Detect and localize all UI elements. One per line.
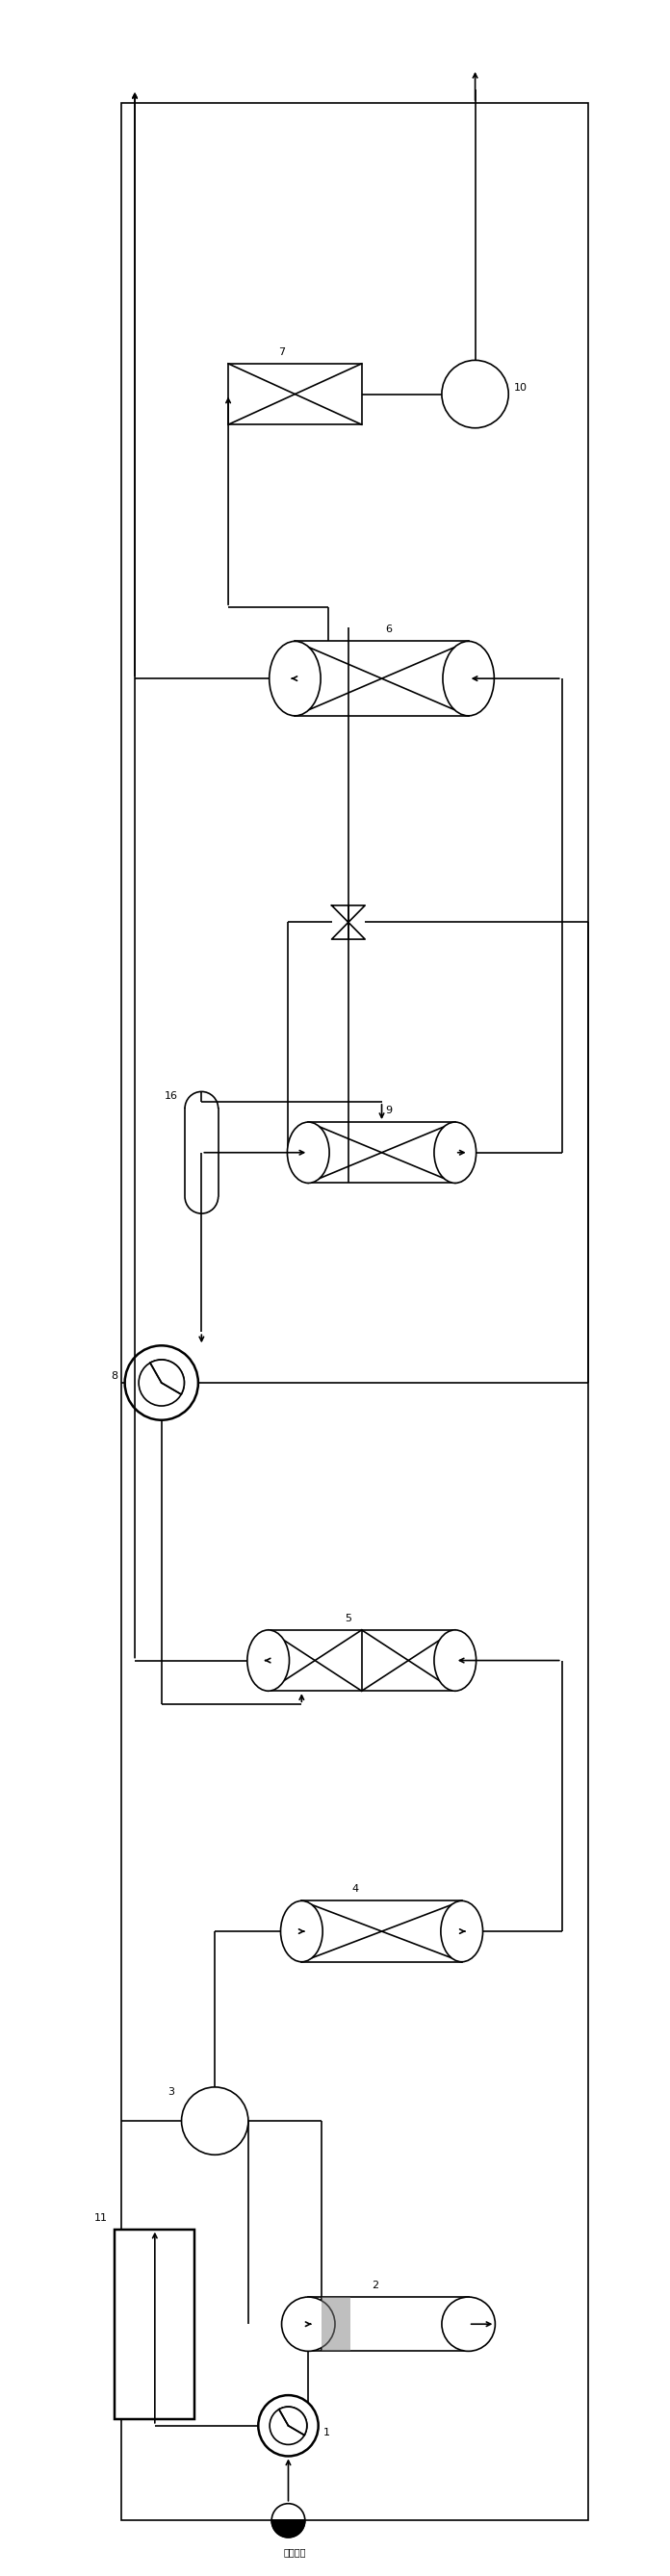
- Text: 1: 1: [324, 2427, 330, 2437]
- Text: 糟合废气: 糟合废气: [283, 2548, 306, 2558]
- Text: 9: 9: [385, 1105, 392, 1115]
- Wedge shape: [279, 2406, 307, 2434]
- Ellipse shape: [441, 1901, 483, 1963]
- Wedge shape: [150, 1360, 184, 1394]
- Ellipse shape: [442, 2298, 495, 2352]
- Text: 11: 11: [94, 2213, 108, 2223]
- Ellipse shape: [443, 641, 494, 716]
- Circle shape: [139, 1360, 184, 1406]
- Ellipse shape: [247, 1631, 289, 1690]
- Ellipse shape: [269, 641, 321, 716]
- Text: 2: 2: [372, 2280, 379, 2290]
- Text: 6: 6: [385, 626, 392, 634]
- Text: 8: 8: [111, 1370, 118, 1381]
- Circle shape: [182, 2087, 249, 2154]
- Ellipse shape: [281, 1901, 323, 1963]
- Bar: [228, 363, 362, 425]
- Text: 7: 7: [278, 348, 285, 358]
- Text: 16: 16: [165, 1092, 178, 1100]
- Circle shape: [258, 2396, 318, 2455]
- Text: 10: 10: [514, 381, 527, 392]
- Bar: [121, 103, 588, 2519]
- Polygon shape: [271, 2519, 305, 2537]
- Circle shape: [269, 2406, 307, 2445]
- Ellipse shape: [281, 2298, 335, 2352]
- Circle shape: [125, 1345, 198, 1419]
- Text: 5: 5: [345, 1613, 352, 1623]
- Bar: [322, 2298, 350, 2352]
- Ellipse shape: [434, 1631, 476, 1690]
- Text: 3: 3: [168, 2087, 175, 2097]
- Ellipse shape: [287, 1123, 330, 1182]
- Bar: [115, 2228, 195, 2419]
- Ellipse shape: [434, 1123, 476, 1182]
- Text: 4: 4: [352, 1886, 358, 1893]
- Circle shape: [442, 361, 509, 428]
- Circle shape: [271, 2504, 305, 2537]
